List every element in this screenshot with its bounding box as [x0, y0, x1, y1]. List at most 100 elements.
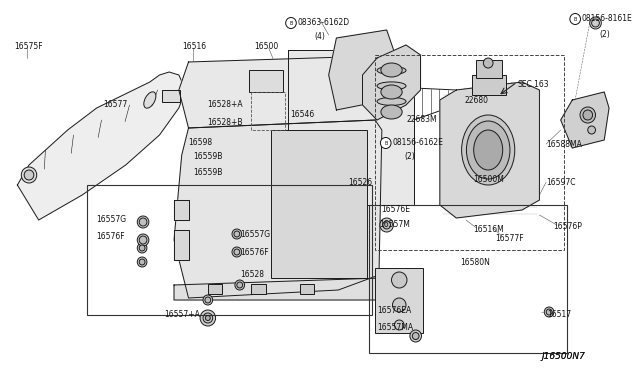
Text: (2): (2) — [600, 30, 610, 39]
Text: 16557G: 16557G — [240, 230, 270, 239]
Text: 08156-6162E: 08156-6162E — [392, 138, 444, 147]
Circle shape — [137, 257, 147, 267]
Text: 16577: 16577 — [104, 100, 128, 109]
Text: B: B — [573, 16, 577, 22]
Circle shape — [589, 17, 602, 29]
Circle shape — [234, 249, 240, 255]
Bar — [375, 55, 564, 250]
Circle shape — [546, 309, 552, 315]
Circle shape — [580, 107, 595, 123]
Circle shape — [583, 110, 593, 120]
Circle shape — [137, 234, 149, 246]
Circle shape — [234, 231, 240, 237]
Bar — [87, 185, 372, 315]
Ellipse shape — [381, 105, 402, 119]
Text: 16576EA: 16576EA — [377, 306, 412, 315]
Text: 16557M: 16557M — [379, 220, 410, 229]
Text: 16516M: 16516M — [474, 225, 504, 234]
Circle shape — [205, 315, 211, 321]
Circle shape — [140, 259, 145, 265]
Text: J16500N7: J16500N7 — [541, 352, 585, 361]
Ellipse shape — [144, 92, 156, 108]
Circle shape — [137, 216, 149, 228]
Bar — [375, 268, 424, 333]
Text: 16500: 16500 — [254, 42, 278, 51]
Circle shape — [235, 280, 244, 290]
Text: SEC.163: SEC.163 — [517, 80, 549, 89]
Text: 16500M: 16500M — [474, 175, 504, 184]
Circle shape — [380, 138, 391, 148]
Text: 16576P: 16576P — [553, 222, 582, 231]
Text: 16557+A: 16557+A — [164, 310, 200, 319]
Circle shape — [392, 298, 406, 312]
Ellipse shape — [461, 115, 515, 185]
Circle shape — [588, 126, 595, 134]
Text: 16526: 16526 — [348, 178, 372, 187]
Polygon shape — [561, 92, 609, 148]
Circle shape — [21, 167, 36, 183]
Circle shape — [137, 243, 147, 253]
Circle shape — [232, 247, 242, 257]
Text: 16557MA: 16557MA — [377, 323, 413, 332]
Text: 16559B: 16559B — [193, 152, 223, 161]
Polygon shape — [174, 278, 382, 300]
Circle shape — [237, 282, 243, 288]
Text: B: B — [384, 141, 387, 145]
Circle shape — [383, 221, 390, 229]
Circle shape — [380, 218, 394, 232]
Bar — [300, 284, 314, 294]
Text: 16576F: 16576F — [240, 248, 268, 257]
Circle shape — [483, 58, 493, 68]
Text: (2): (2) — [404, 152, 415, 161]
Text: 16516: 16516 — [182, 42, 206, 51]
Text: 22683M: 22683M — [406, 115, 436, 124]
Bar — [252, 284, 266, 294]
Text: 16588MA: 16588MA — [546, 140, 582, 149]
Polygon shape — [329, 30, 396, 110]
Polygon shape — [174, 230, 189, 260]
Circle shape — [232, 229, 242, 239]
Polygon shape — [174, 200, 189, 220]
Polygon shape — [179, 56, 387, 128]
Bar — [472, 75, 506, 95]
Text: 16517: 16517 — [547, 310, 572, 319]
Bar — [250, 70, 284, 92]
Circle shape — [392, 272, 407, 288]
Ellipse shape — [474, 130, 502, 170]
Text: 16557G: 16557G — [97, 215, 127, 224]
Circle shape — [203, 295, 212, 305]
Polygon shape — [17, 72, 186, 220]
Circle shape — [24, 170, 34, 180]
Circle shape — [591, 19, 600, 27]
Ellipse shape — [467, 121, 510, 179]
Circle shape — [410, 330, 422, 342]
Ellipse shape — [381, 63, 402, 77]
Text: 16528+B: 16528+B — [207, 118, 243, 127]
Circle shape — [140, 236, 147, 244]
Circle shape — [203, 313, 212, 323]
Ellipse shape — [377, 82, 406, 90]
Text: 16576F: 16576F — [97, 232, 125, 241]
Ellipse shape — [377, 66, 406, 74]
Text: 16559B: 16559B — [193, 168, 223, 177]
Text: 16577F: 16577F — [495, 234, 524, 243]
Bar — [271, 130, 367, 278]
Text: B: B — [289, 20, 292, 26]
Text: 16575F: 16575F — [15, 42, 43, 51]
Text: 22680: 22680 — [464, 96, 488, 105]
Ellipse shape — [377, 97, 406, 105]
Bar — [476, 60, 502, 78]
Circle shape — [140, 245, 145, 251]
Circle shape — [570, 13, 580, 25]
Ellipse shape — [381, 85, 402, 99]
Text: 16576E: 16576E — [381, 205, 410, 214]
Circle shape — [412, 333, 419, 340]
Text: 08363-6162D: 08363-6162D — [298, 18, 350, 27]
Polygon shape — [440, 82, 540, 218]
Circle shape — [394, 320, 404, 330]
Bar — [208, 284, 222, 294]
Text: 16598: 16598 — [189, 138, 212, 147]
Text: (4): (4) — [314, 32, 325, 41]
Bar — [288, 50, 413, 205]
Circle shape — [140, 218, 147, 226]
